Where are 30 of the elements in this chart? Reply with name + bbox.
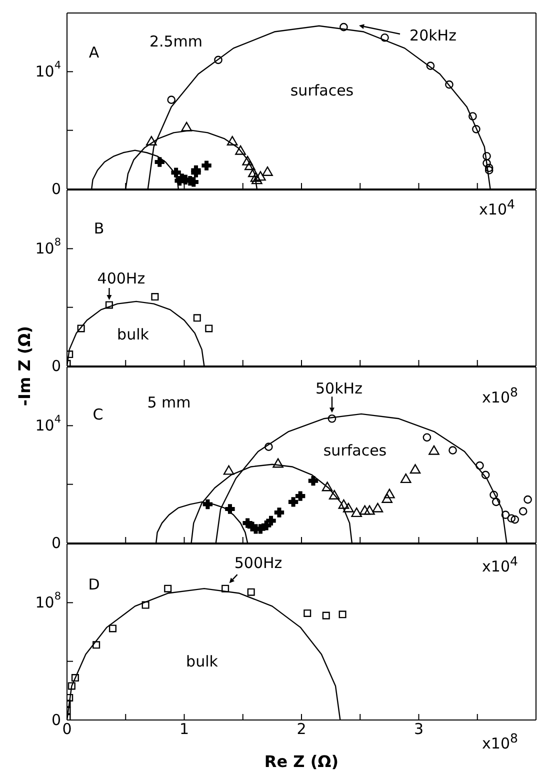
y-tick-label: 0 [51, 534, 61, 552]
x-tick-label: 2 [296, 720, 306, 738]
x-tick-label: 1 [179, 720, 190, 738]
annotation: C [92, 406, 104, 424]
annotation: surfaces [290, 82, 354, 100]
y-tick-label: 0 [51, 180, 61, 198]
annotation: D [88, 576, 100, 594]
y-tick-label: 10$^{4}$ [35, 60, 62, 81]
annotation: 50kHz [316, 380, 363, 398]
y-tick-label: 10$^{8}$ [35, 590, 61, 612]
annotation: x10$^{4}$ [482, 554, 518, 576]
x-tick-label: 3 [414, 720, 424, 738]
annotation: bulk [186, 652, 218, 670]
annotation: x10$^{8}$ [482, 384, 518, 406]
y-tick-label: 10$^{4}$ [35, 414, 62, 435]
y-tick-label: 10$^{8}$ [35, 236, 61, 258]
annotation: 400Hz [97, 269, 146, 288]
annotation: 20kHz [410, 26, 456, 44]
annotation: surfaces [323, 442, 387, 460]
text: x10$^{8}$ [482, 730, 518, 752]
y-tick-label: 0 [51, 357, 61, 375]
annotation: A [88, 44, 100, 62]
x-axis-title: Re Z (Ω) [263, 752, 340, 771]
annotation: x10$^{4}$ [479, 196, 515, 218]
annotation: 2.5mm [149, 32, 203, 50]
annotation: bulk [117, 326, 149, 344]
annotation: B [94, 220, 104, 238]
annotation: 500Hz [234, 554, 282, 572]
y-axis-title: -Im Z (Ω) [14, 326, 34, 406]
annotation: 5 mm [147, 394, 191, 412]
